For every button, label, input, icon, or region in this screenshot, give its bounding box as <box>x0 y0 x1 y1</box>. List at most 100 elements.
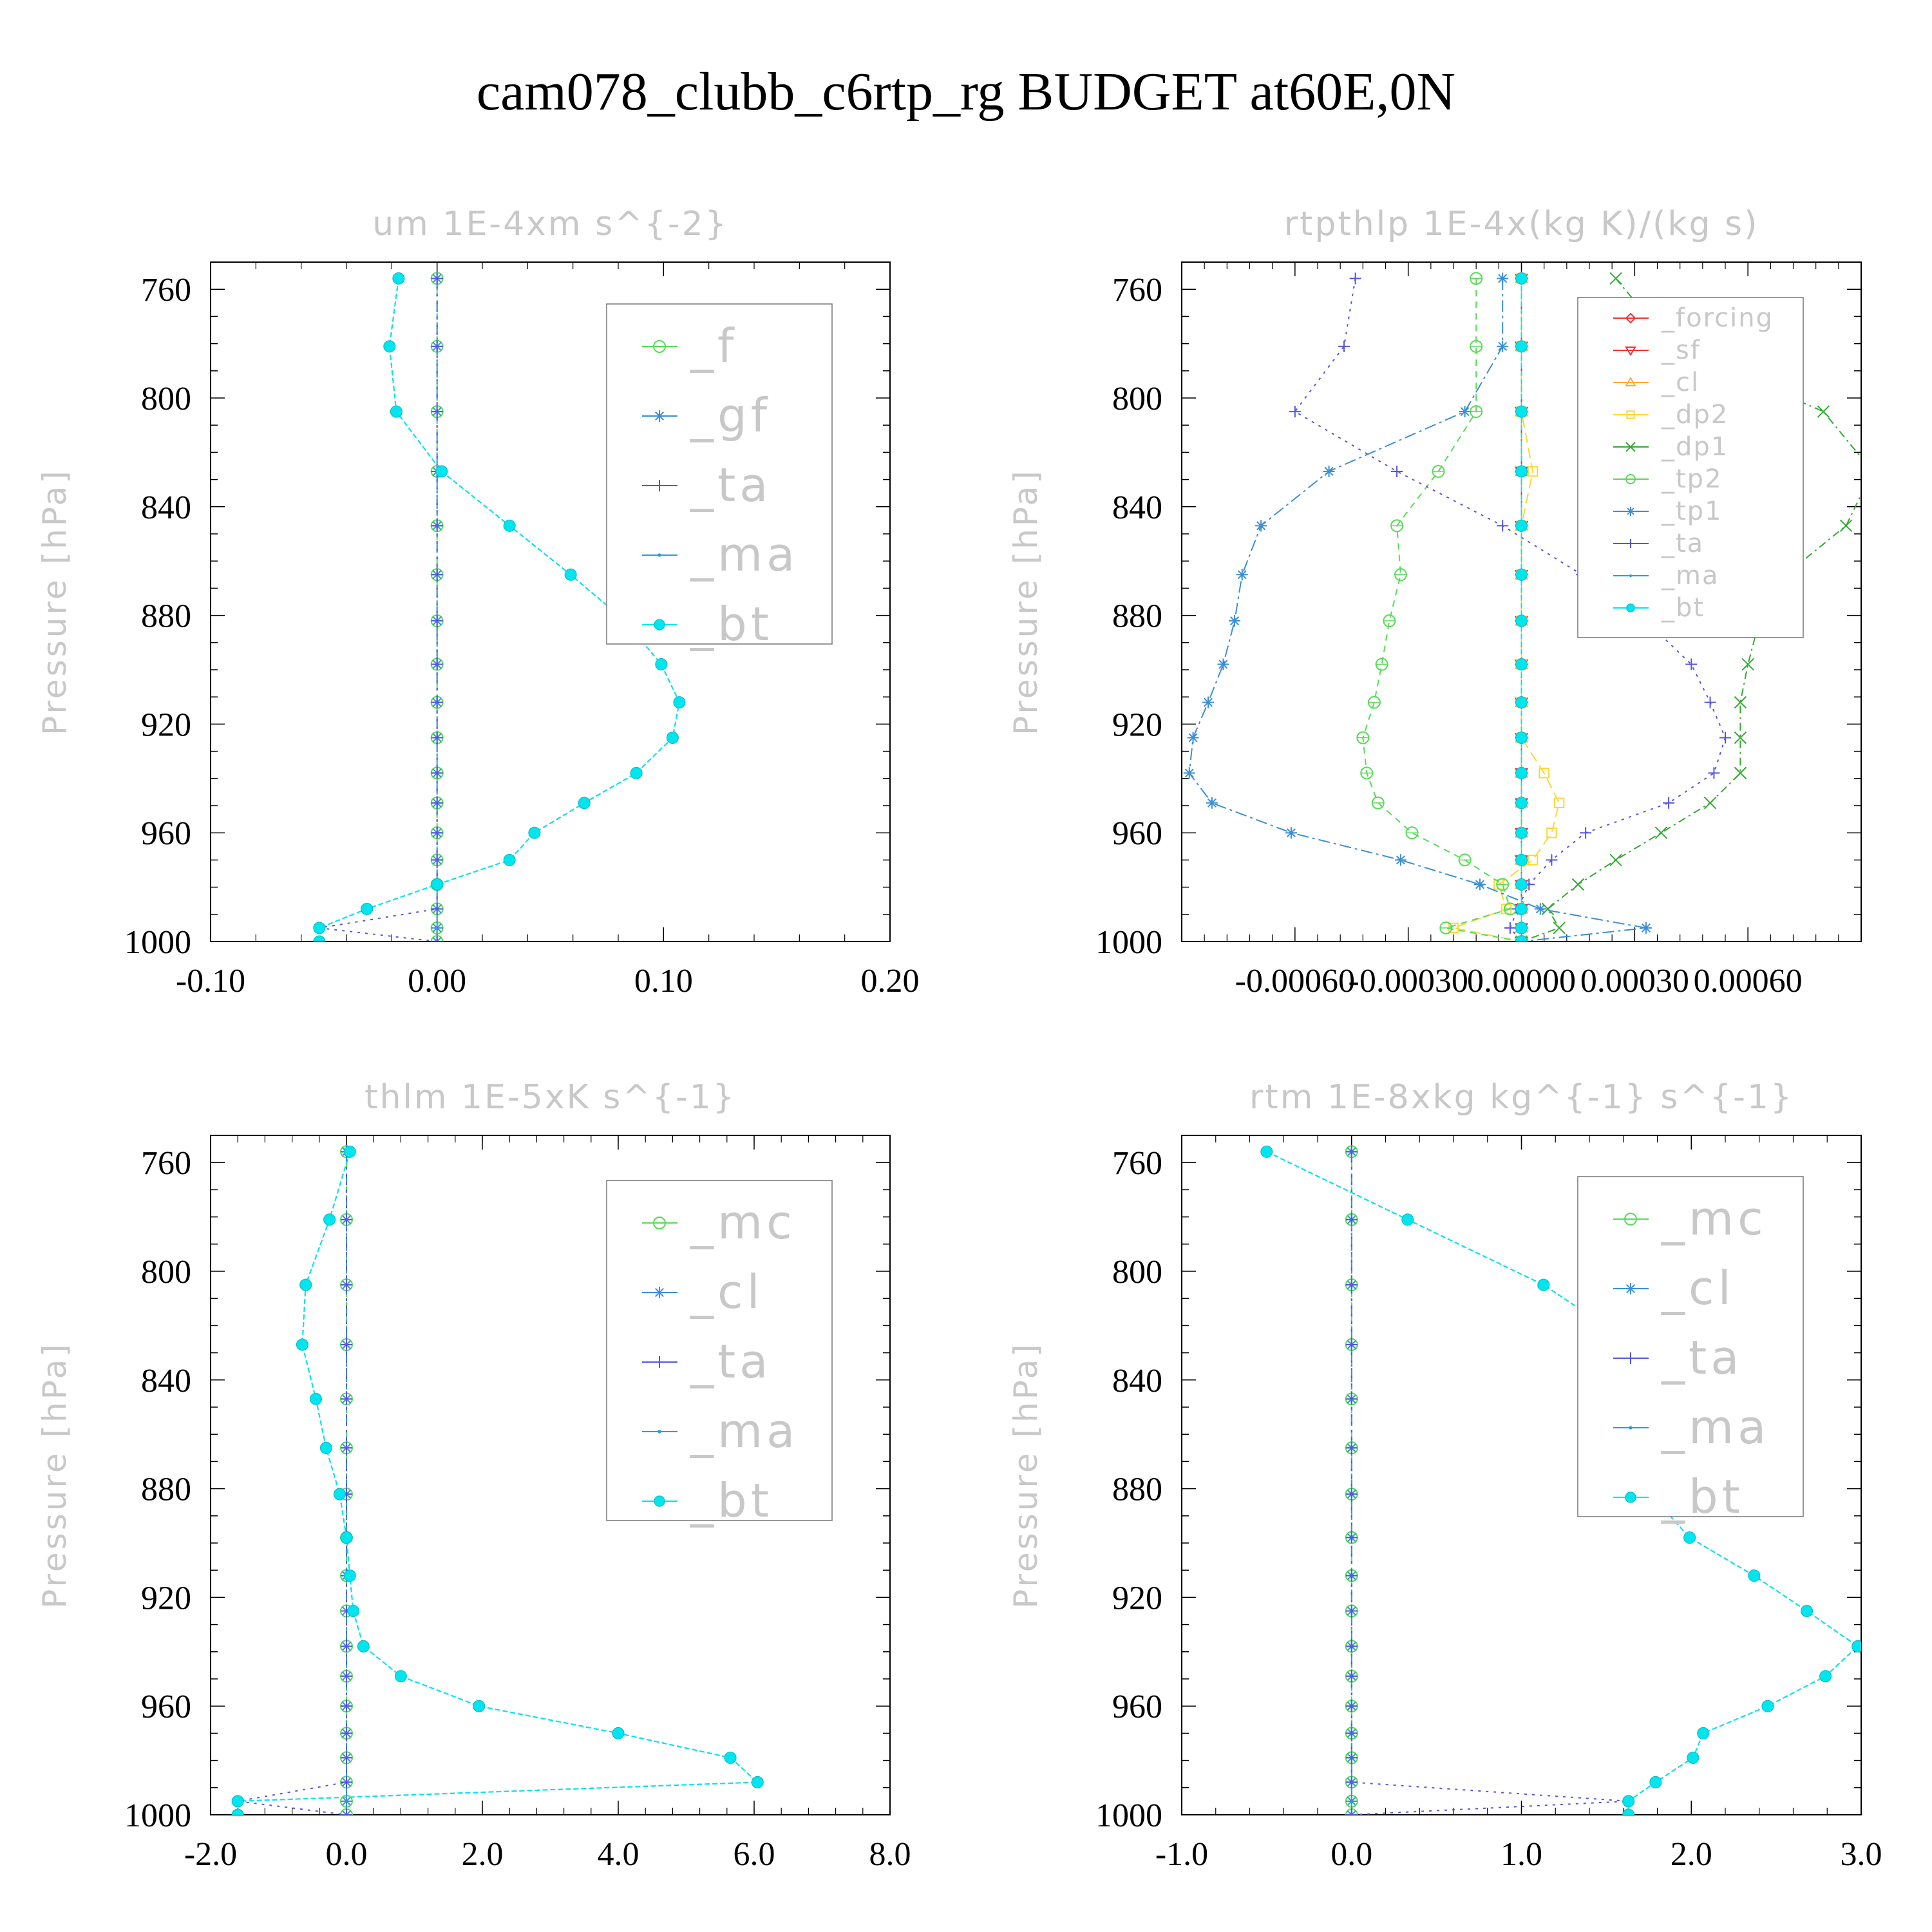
panel-rtm-series-bt-point <box>1801 1605 1814 1617</box>
panel-rtpthlp-series-bt-point <box>1515 658 1528 671</box>
panel-um-series-bt-point-shape <box>528 826 541 839</box>
panel-rtm-ytick-label: 760 <box>1112 1145 1162 1182</box>
panel-thlm-series-ta-point-shape <box>341 1338 352 1350</box>
panel-rtpthlp-series-bt-point <box>1515 732 1528 744</box>
panel-thlm-series-bt-point <box>231 1795 244 1808</box>
panel-rtpthlp-series-bt-point-shape <box>1515 658 1528 671</box>
panel-rtpthlp-series-dp2-line <box>1451 278 1560 942</box>
panel-thlm-series-bt-point-shape <box>394 1670 407 1683</box>
panel-rtm-series-ta-point <box>1345 1727 1358 1739</box>
panel-rtm-series-ta-point-shape <box>1345 1605 1358 1617</box>
panel-thlm-series-bt-point-shape <box>724 1751 737 1764</box>
panel-rtpthlp-series-dp2-point-shape <box>1527 855 1539 866</box>
panel-rtpthlp-series-bt-point <box>1515 797 1528 810</box>
panel-rtpthlp-series-dp1-point <box>1609 853 1622 867</box>
panel-rtpthlp-ytick-label: 880 <box>1112 598 1162 635</box>
panel-rtpthlp-series-ta-line <box>1294 278 1727 942</box>
panel-thlm-series-ta-point <box>341 1670 352 1682</box>
panel-thlm-xtick-label: 4.0 <box>598 1836 639 1873</box>
panel-thlm-series-bt-point-shape <box>231 1795 244 1808</box>
panel-rtpthlp-series-tp1-line <box>1188 278 1647 942</box>
panel-rtpthlp-legend-entry-sf-marker <box>1625 346 1636 356</box>
panel-um-legend-entry-ma-label: _ma <box>690 527 799 582</box>
panel-rtm-series-ta-point-shape <box>1345 1809 1358 1815</box>
panel-rtpthlp-series-dp2-point <box>1539 768 1549 779</box>
panel-um-legend-box <box>606 303 833 645</box>
panel-rtpthlp-series-dp1-point-shape <box>1654 826 1668 839</box>
panel-rtpthlp-series-bt-point <box>1515 935 1528 942</box>
panel-rtpthlp-series-ta-point-shape <box>1580 827 1592 839</box>
panel-rtpthlp-legend-entry-dp1-label: _dp1 <box>1661 432 1728 462</box>
panel-rtm-series-bt-point <box>1260 1145 1273 1158</box>
panel-thlm-series-bt-point <box>343 1145 356 1158</box>
panel-rtpthlp-series-tp1-point-shape <box>1202 696 1215 708</box>
panel-um-ylabel: Pressure [hPa] <box>36 468 73 735</box>
panel-rtpthlp-series-tp1-point-shape <box>1206 797 1218 809</box>
panel-um-ytick-label: 840 <box>141 489 191 526</box>
panel-um-series-ta-point-shape <box>431 520 443 532</box>
panel-rtm-series-ta-point <box>1345 1776 1358 1788</box>
panel-um-xtick-label: 0.20 <box>861 963 920 999</box>
panel-rtpthlp-series-ta-point <box>1289 406 1301 418</box>
panel-um-series-bt-point-shape <box>390 405 402 418</box>
panel-um-series-bt-point <box>313 922 326 934</box>
panel-rtpthlp-series-dp1-point <box>1734 731 1747 744</box>
panel-thlm-series-bt-point <box>319 1441 332 1454</box>
panel-um-legend-entry-f-marker <box>653 340 666 353</box>
panel-rtm-legend-entry-mc-marker <box>1624 1213 1637 1226</box>
panel-thlm-series-bt-point <box>612 1727 625 1739</box>
panel-rtpthlp-series-tp1-point-shape <box>1534 903 1546 915</box>
panel-rtm-series-bt-point-shape <box>1683 1531 1696 1544</box>
panel-rtm-series-bt-point-shape <box>1801 1605 1814 1617</box>
panel-rtpthlp-series-tp2-point <box>1371 796 1385 810</box>
panel-rtpthlp-legend-entry-forcing-marker <box>1625 312 1636 324</box>
panel-thlm-series-ta-point-shape <box>341 1700 352 1712</box>
panel-thlm-series-cl-point <box>341 1795 352 1807</box>
panel-um-legend-entry-f-label: _f <box>690 319 737 373</box>
panel-rtpthlp-series-bt-point <box>1515 826 1528 839</box>
panel-thlm-series-ta-point <box>341 1442 352 1454</box>
panel-um-legend-entry-ma: _ma <box>642 527 799 582</box>
panel-thlm-plot-area <box>231 1145 764 1815</box>
panel-rtpthlp-series-bt-point-shape <box>1515 465 1528 478</box>
panel-rtpthlp-series-dp1-point <box>1703 797 1717 810</box>
panel-thlm-legend-entry-cl-marker-shape <box>654 1287 665 1298</box>
panel-rtpthlp-series-ta-point-shape <box>1349 272 1361 285</box>
panel-rtpthlp-legend-entry-bt-label: _bt <box>1661 593 1705 623</box>
panel-um-series-ta-point-shape <box>431 767 443 779</box>
panel-thlm-series-bt-point <box>299 1278 312 1291</box>
panel-thlm-series-bt <box>231 1145 764 1815</box>
panel-rtm-series-cl-point <box>1345 1795 1358 1807</box>
panel-thlm-legend-entry-ma: _ma <box>642 1404 795 1458</box>
panel-rtm-series-bt-point-shape <box>1687 1751 1700 1764</box>
panel-rtpthlp-series-tp2-point <box>1458 853 1472 867</box>
panel-thlm-series-bt-point <box>343 1569 356 1582</box>
panel-rtpthlp-series-tp1-point-shape <box>1255 520 1267 532</box>
panel-thlm-series-ta-point-shape <box>341 1670 352 1682</box>
panel-rtpthlp-series-dp1-point <box>1609 272 1622 285</box>
panel-rtpthlp-series-bt-point-shape <box>1515 922 1528 934</box>
panel-thlm-series-bt-point-shape <box>347 1605 360 1617</box>
panel-rtm-series-ta <box>1345 1146 1634 1815</box>
panel-rtm-legend-entry-cl-marker-shape <box>1625 1283 1636 1294</box>
panel-thlm-series-bt-point-shape <box>343 1569 356 1582</box>
panel-rtpthlp-legend-entry-dp2-label: _dp2 <box>1661 400 1728 430</box>
panel-um-series-ta-point <box>431 520 443 532</box>
panel-rtpthlp-series-ta-point-shape <box>1497 520 1509 532</box>
panel-thlm-series-bt-line <box>237 1151 759 1815</box>
panel-rtpthlp-series-bt-point-shape <box>1515 935 1528 942</box>
panel-rtpthlp-series-dp1-point-shape <box>1734 696 1747 709</box>
panel-rtpthlp-legend-entry-ma-marker <box>1629 574 1633 578</box>
panel-rtpthlp-series-bt-point-shape <box>1515 272 1528 285</box>
panel-rtm-xtick-label: 3.0 <box>1841 1836 1882 1873</box>
panel-rtm-title: rtm 1E-8xkg kg^{-1} s^{-1} <box>1249 1078 1794 1117</box>
panel-rtm-series-cl-point-shape <box>1345 1795 1358 1807</box>
panel-um-series-ta-point-shape <box>431 903 443 915</box>
panel-rtpthlp-series-tp1-point-shape <box>1459 406 1471 418</box>
panel-um-series-ta-point <box>431 569 443 581</box>
panel-rtpthlp-series-tp2-point <box>1470 339 1483 353</box>
panel-rtpthlp-series-tp1-point-shape <box>1187 732 1199 744</box>
panel-um-series-ta-point-shape <box>431 406 443 418</box>
panel-rtm-series-bt-point <box>1622 1795 1635 1808</box>
panel-rtpthlp-series-ta-point <box>1719 732 1731 744</box>
